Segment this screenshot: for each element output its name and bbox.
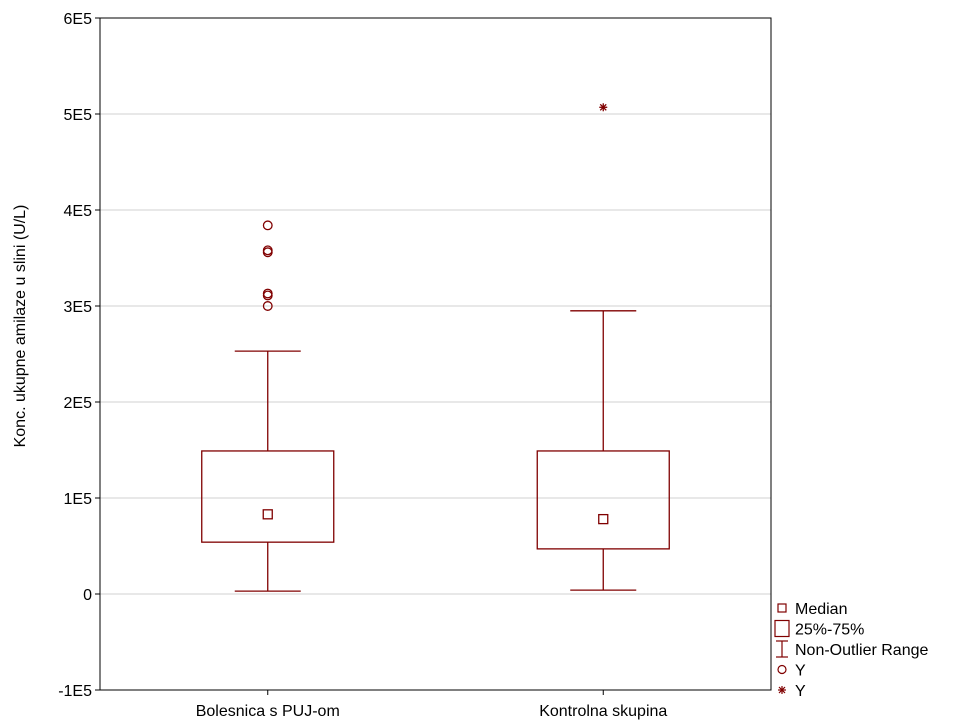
box-group bbox=[201, 220, 335, 592]
box-group bbox=[536, 103, 670, 591]
legend-item: Y bbox=[778, 683, 806, 700]
legend: Median 25%-75% Non-Outlier Range YY bbox=[774, 601, 929, 700]
gridlines bbox=[100, 113, 771, 595]
plot-frame bbox=[99, 17, 772, 691]
outlier-point bbox=[262, 247, 273, 258]
legend-median-symbol bbox=[777, 603, 787, 613]
y-tick-label: 0 bbox=[83, 587, 92, 604]
y-axis-title: Konc. ukupne amilaze u slini (U/L) bbox=[12, 205, 29, 448]
legend-label: Y bbox=[795, 683, 806, 700]
y-tick-label: 4E5 bbox=[64, 203, 93, 220]
box-plot-groups bbox=[201, 103, 670, 592]
y-tick-label: 2E5 bbox=[64, 395, 93, 412]
extreme-point bbox=[599, 103, 608, 112]
legend-label: 25%-75% bbox=[795, 622, 864, 639]
iqr-box bbox=[536, 450, 670, 550]
legend-outlier-symbol bbox=[777, 664, 787, 675]
y-tick-label: 6E5 bbox=[64, 11, 93, 28]
legend-item: Non-Outlier Range bbox=[776, 640, 929, 659]
legend-extreme-symbol bbox=[778, 686, 786, 694]
median-marker bbox=[598, 513, 609, 525]
legend-label: Median bbox=[795, 601, 847, 618]
outlier-point bbox=[262, 301, 273, 311]
legend-label: Non-Outlier Range bbox=[795, 642, 929, 659]
legend-item: 25%-75% bbox=[774, 619, 864, 639]
outlier-point bbox=[262, 290, 273, 301]
median-marker bbox=[262, 509, 273, 520]
y-tick-label: 1E5 bbox=[64, 491, 93, 508]
iqr-box bbox=[201, 450, 335, 543]
outlier-point bbox=[262, 220, 273, 231]
y-tick-label: 5E5 bbox=[64, 107, 93, 124]
y-tick-label: -1E5 bbox=[58, 683, 92, 700]
legend-item: Median bbox=[777, 601, 847, 618]
x-axis: Bolesnica s PUJ-om Kontrolna skupina bbox=[196, 690, 667, 720]
y-axis: -1E5 0 1E5 2E5 3E5 4E5 5E5 6E5 bbox=[58, 11, 100, 700]
x-tick-label: Bolesnica s PUJ-om bbox=[196, 703, 340, 720]
legend-label: Y bbox=[795, 663, 806, 680]
legend-box-symbol bbox=[774, 619, 790, 638]
legend-item: Y bbox=[777, 663, 806, 680]
y-tick-label: 3E5 bbox=[64, 299, 93, 316]
x-tick-label: Kontrolna skupina bbox=[539, 703, 667, 720]
